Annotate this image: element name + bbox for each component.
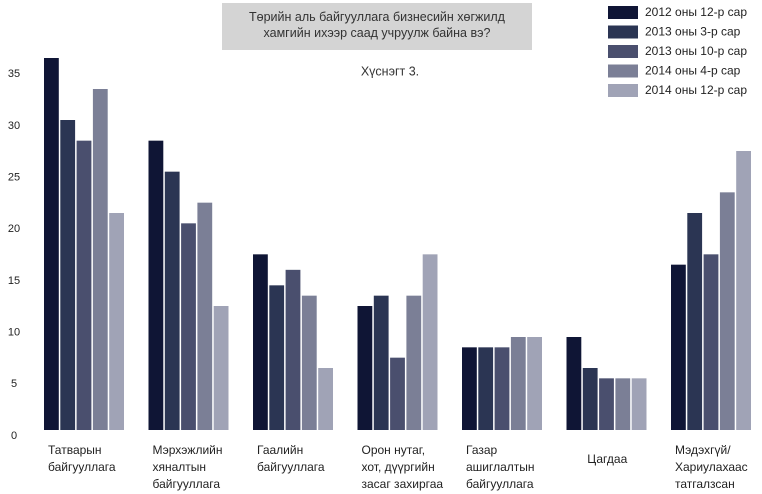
bar — [582, 368, 598, 430]
y-tick-label: 5 — [11, 378, 17, 390]
bar — [462, 347, 477, 430]
bar — [109, 213, 124, 430]
legend-swatch — [608, 84, 638, 97]
bar — [736, 151, 751, 430]
legend-swatch — [608, 64, 638, 78]
bar — [719, 192, 735, 430]
bar — [494, 347, 510, 430]
legend-label: 2013 оны 3-р сар — [645, 25, 741, 39]
legend-swatch — [608, 45, 638, 58]
bar — [422, 254, 438, 430]
x-tick-label: Гаалийн байгууллага — [257, 443, 325, 474]
bar — [671, 264, 686, 430]
chart-title: Төрийн аль байгууллага бизнесийн хөгжилд… — [249, 10, 506, 40]
x-tick-label: Газар ашиглалтын байгууллага — [466, 443, 535, 491]
bar — [44, 58, 59, 430]
bar — [60, 120, 76, 430]
bar — [76, 140, 92, 430]
bar — [527, 337, 542, 430]
title-box — [222, 3, 532, 50]
bar — [510, 337, 526, 430]
chart-subtitle: Хүснэгт 3. — [361, 64, 419, 78]
bar — [197, 202, 213, 430]
bar — [148, 140, 164, 430]
bar — [357, 306, 373, 430]
y-tick-label: 0 — [11, 430, 17, 442]
bar — [269, 285, 285, 430]
legend-swatch — [608, 25, 638, 39]
bar — [478, 347, 494, 430]
bar — [390, 357, 405, 430]
bar — [599, 378, 614, 430]
y-tick-label: 10 — [8, 327, 20, 339]
bar — [92, 89, 108, 430]
legend-label: 2012 оны 12-р сар — [645, 5, 747, 19]
bar — [373, 295, 389, 430]
bar — [164, 171, 180, 430]
y-tick-label: 30 — [8, 120, 20, 132]
x-tick-label: Орон нутаг, хот, дүүргийн засаг захиргаа — [362, 443, 444, 491]
bar — [615, 378, 631, 430]
bar — [181, 223, 196, 430]
legend-label: 2014 оны 12-р сар — [645, 83, 747, 97]
legend-label: 2014 оны 4-р сар — [645, 64, 741, 78]
legend-label: 2013 оны 10-р сар — [645, 44, 747, 58]
bar — [253, 254, 268, 430]
y-tick-label: 15 — [8, 275, 20, 287]
bar — [213, 306, 229, 430]
x-tick-label: Цагдаа — [587, 452, 627, 466]
bar — [301, 295, 317, 430]
x-tick-label: Мэрхэжлийн хяналтын байгууллага — [153, 443, 223, 491]
bar — [703, 254, 719, 430]
bar — [285, 269, 301, 430]
bar — [318, 368, 333, 430]
bar — [566, 337, 582, 430]
legend-swatch — [608, 6, 638, 19]
bar — [406, 295, 422, 430]
y-tick-label: 20 — [8, 223, 20, 235]
x-tick-label: Татварын байгууллага — [48, 443, 116, 474]
x-tick-label: Мэдэхгүй/Хариулахаас татгалзсан — [675, 443, 748, 491]
y-tick-label: 25 — [8, 172, 20, 184]
bar — [687, 213, 703, 430]
y-tick-label: 35 — [8, 68, 20, 80]
bar — [631, 378, 647, 430]
